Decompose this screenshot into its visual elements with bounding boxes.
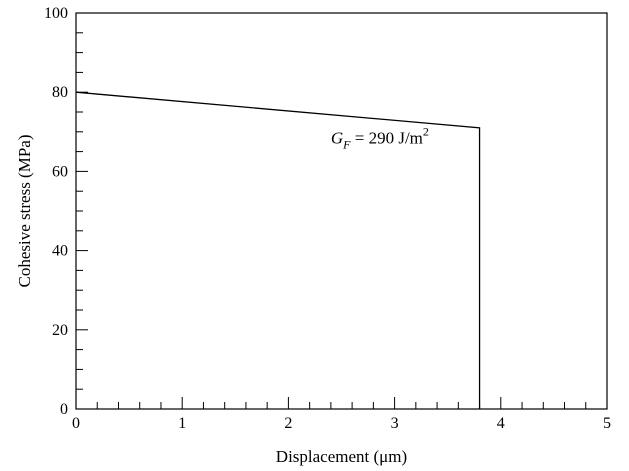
y-tick-label: 100 [44, 5, 68, 22]
axis-ticks [75, 12, 608, 410]
annotation-subscript: F [342, 138, 351, 152]
annotation-superscript: 2 [423, 125, 429, 139]
y-tick-label: 60 [52, 163, 68, 180]
annotation-variable: G [331, 129, 343, 148]
y-tick-label: 20 [52, 322, 68, 339]
x-tick-label: 0 [72, 415, 80, 432]
y-tick-label: 0 [60, 401, 68, 418]
x-tick-label: 1 [178, 415, 186, 432]
annotation-value: = 290 J/m [351, 129, 423, 148]
y-tick-label: 40 [52, 243, 68, 260]
x-tick-label: 4 [497, 415, 505, 432]
x-tick-label: 3 [391, 415, 399, 432]
y-tick-label: 80 [52, 84, 68, 101]
x-tick-label: 2 [284, 415, 292, 432]
x-axis-label: Displacement (μm) [276, 447, 407, 466]
series-group [75, 91, 481, 409]
tick-labels: 0 1 2 3 4 5 0 20 40 60 80 100 [44, 5, 611, 432]
y-axis-label: Cohesive stress (MPa) [15, 135, 34, 288]
x-tick-label: 5 [603, 415, 611, 432]
plot-frame [75, 12, 608, 410]
fracture-energy-annotation: GF = 290 J/m2 [331, 125, 429, 152]
series-line [75, 91, 481, 409]
